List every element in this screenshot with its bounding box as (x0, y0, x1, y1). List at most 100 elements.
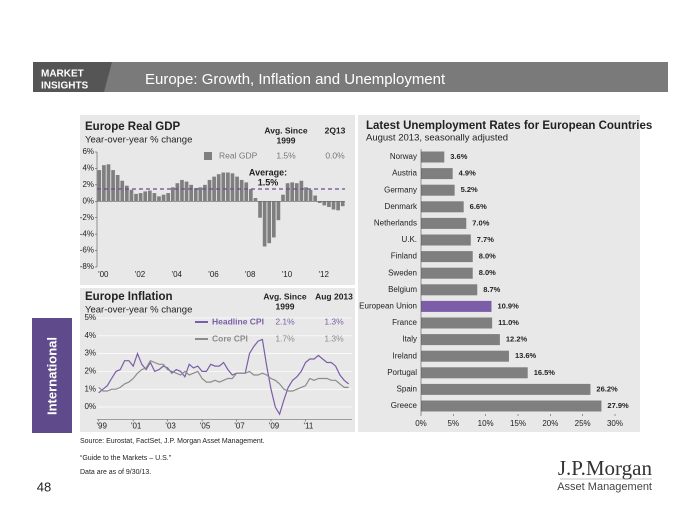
bar (258, 201, 262, 218)
bar (203, 184, 207, 202)
bar (170, 187, 175, 202)
brand-line: MARKET (41, 69, 84, 80)
bar (421, 334, 500, 346)
x-tick-label: '11 (304, 422, 314, 431)
bar (327, 201, 331, 208)
x-tick-label: '10 (282, 270, 293, 279)
category-label: Ireland (393, 351, 417, 360)
bar (322, 201, 327, 206)
category-label: Portugal (387, 368, 417, 377)
bar (421, 201, 464, 213)
bar (421, 217, 467, 229)
category-label: Spain (397, 385, 417, 394)
bar (421, 400, 602, 412)
bar (294, 183, 299, 202)
legend-label: Core CPI (212, 333, 248, 343)
category-label: Austria (392, 169, 417, 178)
bar (143, 191, 148, 202)
value-label: 7.7% (477, 235, 494, 244)
bar (111, 170, 115, 202)
bar (198, 187, 203, 202)
bar (180, 179, 184, 202)
bar (189, 184, 193, 202)
bar (175, 183, 180, 202)
value-label: 7.0% (472, 218, 489, 227)
bar (216, 174, 221, 202)
value-label: 13.6% (515, 351, 537, 360)
bar (129, 189, 134, 202)
value-label: 11.0% (498, 318, 519, 327)
y-tick-label: 0% (82, 196, 94, 205)
bar (421, 383, 591, 395)
value-label: 3.6% (450, 152, 467, 161)
bar (421, 267, 473, 279)
category-label: Denmark (385, 202, 418, 211)
stats-header: 1999 (276, 301, 295, 311)
stats-value: 0.0% (325, 150, 345, 160)
y-tick-label: 4% (84, 331, 96, 340)
brand-box (33, 62, 112, 92)
bar (97, 170, 102, 202)
bar (421, 300, 492, 312)
bar (421, 184, 455, 196)
y-tick-label: -6% (80, 246, 94, 255)
value-label: 16.5% (534, 368, 556, 377)
bar (267, 201, 272, 244)
y-tick-label: -8% (80, 262, 94, 271)
bar (299, 180, 304, 202)
bar (230, 173, 235, 202)
category-label: European Union (359, 302, 417, 311)
stats-value: 1.5% (276, 150, 296, 160)
bar (313, 195, 317, 202)
legend-label: Real GDP (219, 150, 258, 160)
category-label: Germany (384, 185, 417, 194)
bar (125, 185, 129, 202)
bar (184, 181, 189, 202)
header-bar (33, 62, 668, 92)
value-label: 8.0% (479, 268, 496, 277)
value-label: 4.9% (459, 169, 476, 178)
bar (249, 188, 253, 202)
logo-subtitle: Asset Management (557, 481, 652, 493)
x-tick-label: '03 (165, 422, 176, 431)
bar (317, 201, 322, 203)
category-label: Sweden (388, 268, 417, 277)
footer-date: Data are as of 9/30/13. (80, 469, 151, 476)
stats-header: Avg. Since (263, 291, 306, 301)
bar (331, 201, 336, 210)
category-label: Greece (391, 401, 418, 410)
chart-subtitle: August 2013, seasonally adjusted (366, 133, 508, 144)
bar (262, 201, 267, 247)
cpi-line (98, 359, 349, 392)
category-label: Netherlands (374, 219, 417, 228)
value-label: 27.9% (607, 401, 629, 410)
x-tick-label: 30% (607, 419, 623, 428)
bar (106, 164, 111, 202)
bar (421, 168, 453, 180)
value-label: 8.7% (483, 285, 500, 294)
bar (304, 187, 308, 202)
category-label: France (392, 318, 417, 327)
stats-value: 1.3% (324, 333, 344, 343)
bar (226, 172, 230, 202)
bar (161, 194, 166, 202)
category-label: Norway (390, 152, 417, 161)
x-tick-label: 15% (510, 419, 526, 428)
y-tick-label: 3% (84, 349, 96, 358)
x-tick-label: 20% (542, 419, 558, 428)
bar (336, 201, 340, 211)
category-label: Belgium (388, 285, 417, 294)
bar (244, 182, 249, 202)
y-tick-label: 0% (84, 402, 96, 411)
bar (271, 201, 276, 238)
stats-header: 1999 (277, 135, 296, 145)
bar (166, 193, 171, 202)
bar (421, 317, 493, 329)
x-tick-label: '09 (269, 422, 280, 431)
cpi-line (98, 338, 349, 416)
bar (147, 190, 152, 202)
category-label: Finland (391, 252, 417, 261)
bar (193, 188, 198, 202)
value-label: 5.2% (461, 185, 478, 194)
